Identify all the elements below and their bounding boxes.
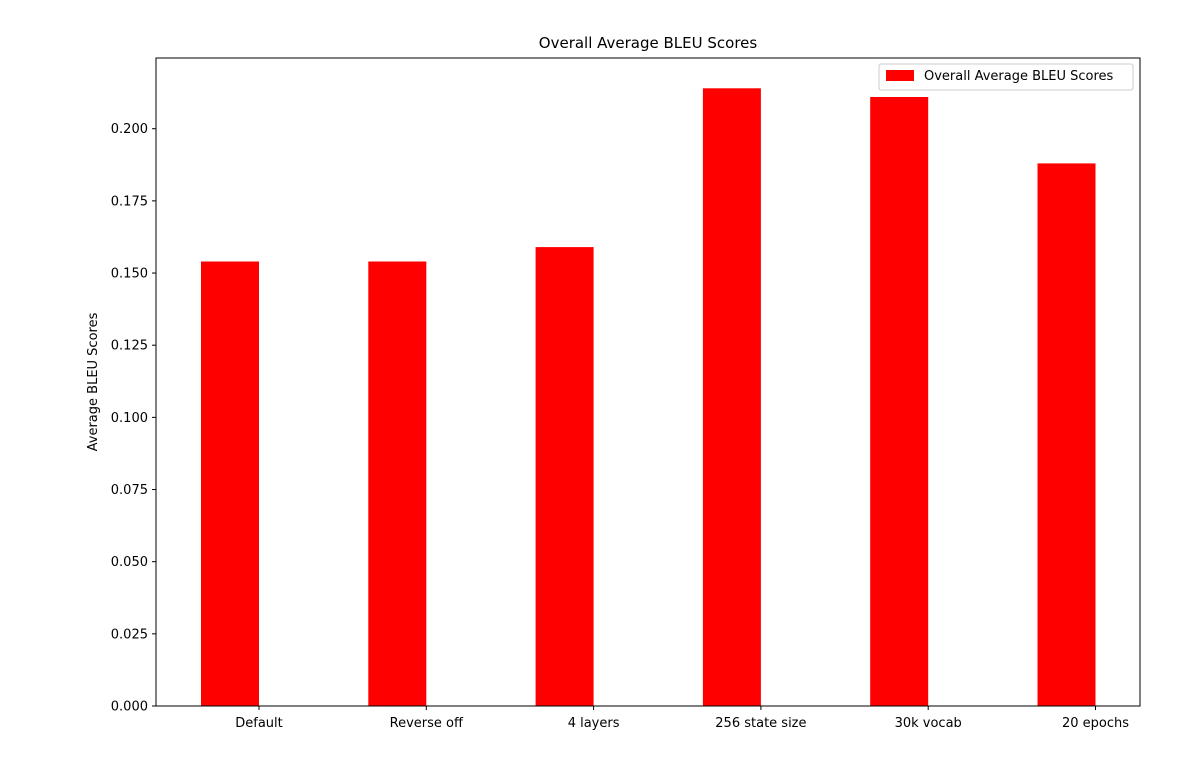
y-tick-label: 0.000 <box>111 700 148 715</box>
plot-frame <box>155 57 1141 707</box>
x-tick-label: 20 epochs <box>1062 716 1129 731</box>
bars <box>201 88 1096 707</box>
legend-label: Overall Average BLEU Scores <box>924 69 1114 84</box>
bar-30k-vocab <box>870 97 929 706</box>
x-tick-label: 4 layers <box>568 716 620 731</box>
y-tick-label: 0.125 <box>111 339 148 354</box>
x-axis: Default Reverse off 4 layers 256 state size… <box>235 706 1129 731</box>
bar-reverse-off <box>368 261 427 706</box>
legend-frame <box>878 63 1134 91</box>
y-tick-label: 0.200 <box>111 122 148 137</box>
y-tick-label: 0.075 <box>111 483 148 498</box>
x-tick-label: 30k vocab <box>895 716 962 731</box>
bar-256-state-size <box>702 88 761 707</box>
x-tick-label: Reverse off <box>390 716 464 731</box>
legend: Overall Average BLEU Scores <box>878 63 1134 91</box>
y-tick-label: 0.175 <box>111 194 148 209</box>
y-tick-label: 0.050 <box>111 555 148 570</box>
y-tick-label: 0.025 <box>111 627 148 642</box>
x-tick-label: 256 state size <box>715 716 806 731</box>
x-tick-label: Default <box>235 716 283 731</box>
bar-default <box>201 261 259 706</box>
y-tick-label: 0.100 <box>111 411 148 426</box>
bar-20-epochs <box>1037 163 1096 706</box>
y-axis-label: Average BLEU Scores <box>86 312 101 451</box>
y-tick-label: 0.150 <box>111 267 148 282</box>
chart-title: Overall Average BLEU Scores <box>539 34 758 52</box>
bar-4-layers <box>535 247 594 706</box>
y-axis: 0.000 0.025 0.050 0.075 0.100 0.125 0.150 0.175… <box>111 122 156 715</box>
legend-swatch <box>886 70 914 81</box>
